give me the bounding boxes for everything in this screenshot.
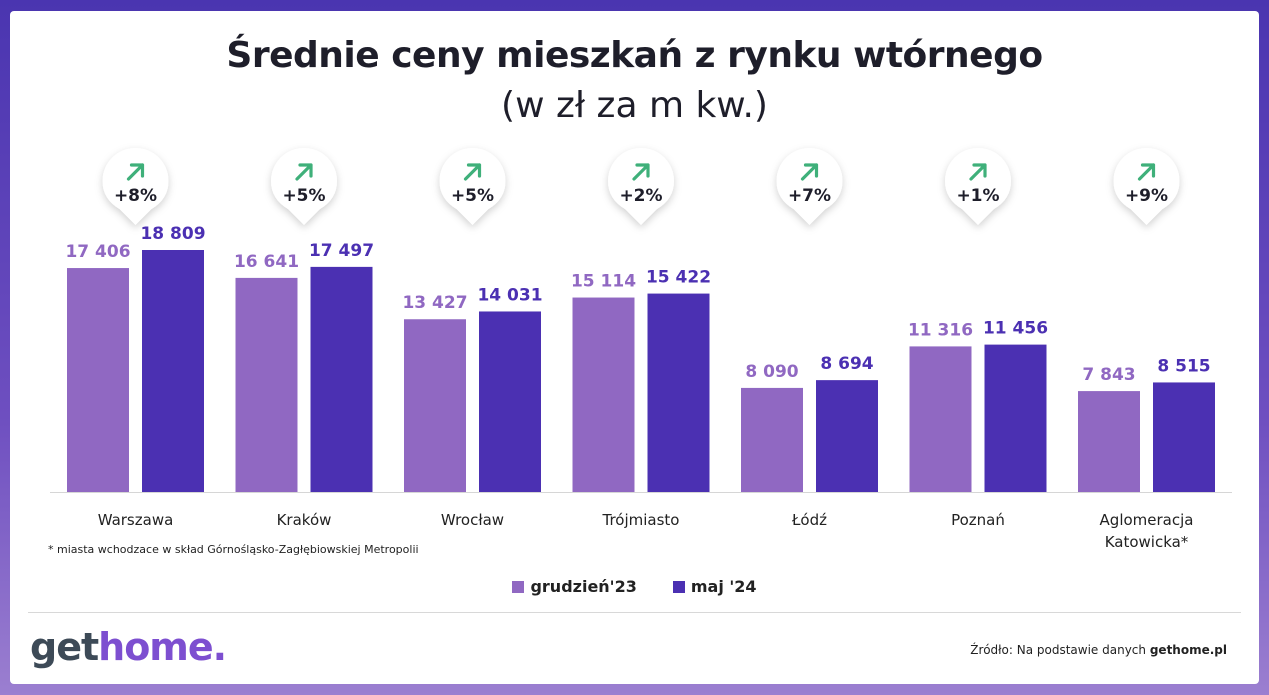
category-label-6-1: Katowicka*: [1105, 533, 1189, 551]
category-label-3: Trójmiasto: [602, 511, 680, 529]
change-label-0: +8%: [114, 186, 157, 206]
logo-get: get: [30, 625, 99, 669]
arrow-up-right-icon: [1137, 163, 1156, 181]
legend-swatch-maj: [672, 580, 685, 593]
bar-grudzien-3: [572, 297, 635, 492]
footnote: * miasta wchodzace w skład Górnośląsko-Z…: [48, 543, 419, 556]
chart-subtitle: (w zł za m kw.): [501, 85, 768, 126]
value-label-maj-4: 8 694: [820, 354, 873, 374]
change-bubble-6: [1113, 148, 1180, 225]
source-brand: gethome.pl: [1149, 643, 1227, 657]
category-label-2: Wrocław: [441, 511, 504, 529]
change-label-2: +5%: [451, 186, 494, 206]
value-label-maj-6: 8 515: [1157, 356, 1210, 376]
arrow-up-right-icon: [126, 163, 145, 181]
bar-maj-1: [310, 266, 373, 492]
arrow-up-right-icon: [295, 163, 313, 181]
change-bubble-5: [945, 148, 1011, 225]
value-label-grudzien-2: 13 427: [402, 293, 467, 313]
legend: grudzień'23 maj '24: [10, 577, 1259, 596]
gethome-logo: gethome.: [30, 625, 227, 669]
change-bubble-4: [776, 148, 843, 225]
bar-maj-3: [647, 293, 710, 492]
change-label-1: +5%: [282, 186, 325, 206]
value-label-grudzien-1: 16 641: [234, 252, 299, 272]
change-bubble-0: [102, 148, 169, 225]
change-label-5: +1%: [956, 186, 999, 206]
category-label-4: Łódź: [791, 511, 827, 529]
change-label-3: +2%: [619, 186, 662, 206]
bar-grudzien-4: [741, 387, 803, 492]
change-bubble-2: [439, 148, 506, 225]
change-label-4: +7%: [788, 186, 831, 206]
bar-maj-0: [142, 250, 204, 492]
arrow-up-right-icon: [800, 163, 819, 181]
value-label-grudzien-4: 8 090: [745, 362, 798, 382]
arrow-up-right-icon: [632, 163, 650, 181]
source-prefix: Źródło: Na podstawie danych: [970, 643, 1147, 657]
value-label-grudzien-5: 11 316: [908, 320, 973, 340]
value-label-maj-2: 14 031: [477, 285, 542, 305]
footer-divider: [28, 612, 1241, 613]
bar-chart: 17 406 18 809 Warszawa +8% 16 641 17 497 Krakó…: [50, 148, 1232, 551]
legend-swatch-grudzien: [512, 580, 525, 593]
value-label-grudzien-0: 17 406: [65, 242, 130, 262]
category-label-6-0: Aglomeracja: [1100, 511, 1194, 529]
bar-grudzien-1: [235, 277, 298, 492]
value-label-grudzien-3: 15 114: [571, 272, 636, 292]
chart-card: Średnie ceny mieszkań z rynku wtórnego (…: [10, 11, 1259, 684]
source-note: Źródło: Na podstawie danych gethome.pl: [970, 643, 1227, 657]
bar-grudzien-6: [1078, 391, 1140, 492]
chart-title: Średnie ceny mieszkań z rynku wtórnego: [226, 35, 1043, 76]
category-label-0: Warszawa: [98, 511, 174, 529]
category-label-5: Poznań: [951, 511, 1005, 529]
bar-maj-5: [984, 344, 1047, 492]
arrow-up-right-icon: [463, 163, 482, 181]
arrow-up-right-icon: [969, 163, 987, 181]
value-label-maj-0: 18 809: [140, 224, 205, 244]
value-label-grudzien-6: 7 843: [1082, 365, 1135, 385]
legend-label-grudzien: grudzień'23: [530, 577, 637, 596]
bar-maj-6: [1153, 382, 1215, 492]
legend-item-grudzien: grudzień'23: [512, 577, 637, 596]
change-bubble-3: [608, 148, 674, 225]
legend-item-maj: maj '24: [672, 577, 757, 596]
bar-maj-4: [816, 380, 878, 492]
logo-home: home.: [98, 625, 227, 669]
change-bubble-1: [271, 148, 337, 225]
value-label-maj-1: 17 497: [309, 241, 374, 261]
bar-grudzien-0: [67, 268, 129, 492]
change-label-6: +9%: [1125, 186, 1168, 206]
bar-maj-2: [479, 311, 541, 492]
value-label-maj-3: 15 422: [646, 268, 711, 288]
bar-grudzien-2: [404, 319, 466, 492]
bar-grudzien-5: [909, 346, 972, 492]
category-label-1: Kraków: [277, 511, 332, 529]
value-label-maj-5: 11 456: [983, 319, 1048, 339]
legend-label-maj: maj '24: [690, 577, 757, 596]
